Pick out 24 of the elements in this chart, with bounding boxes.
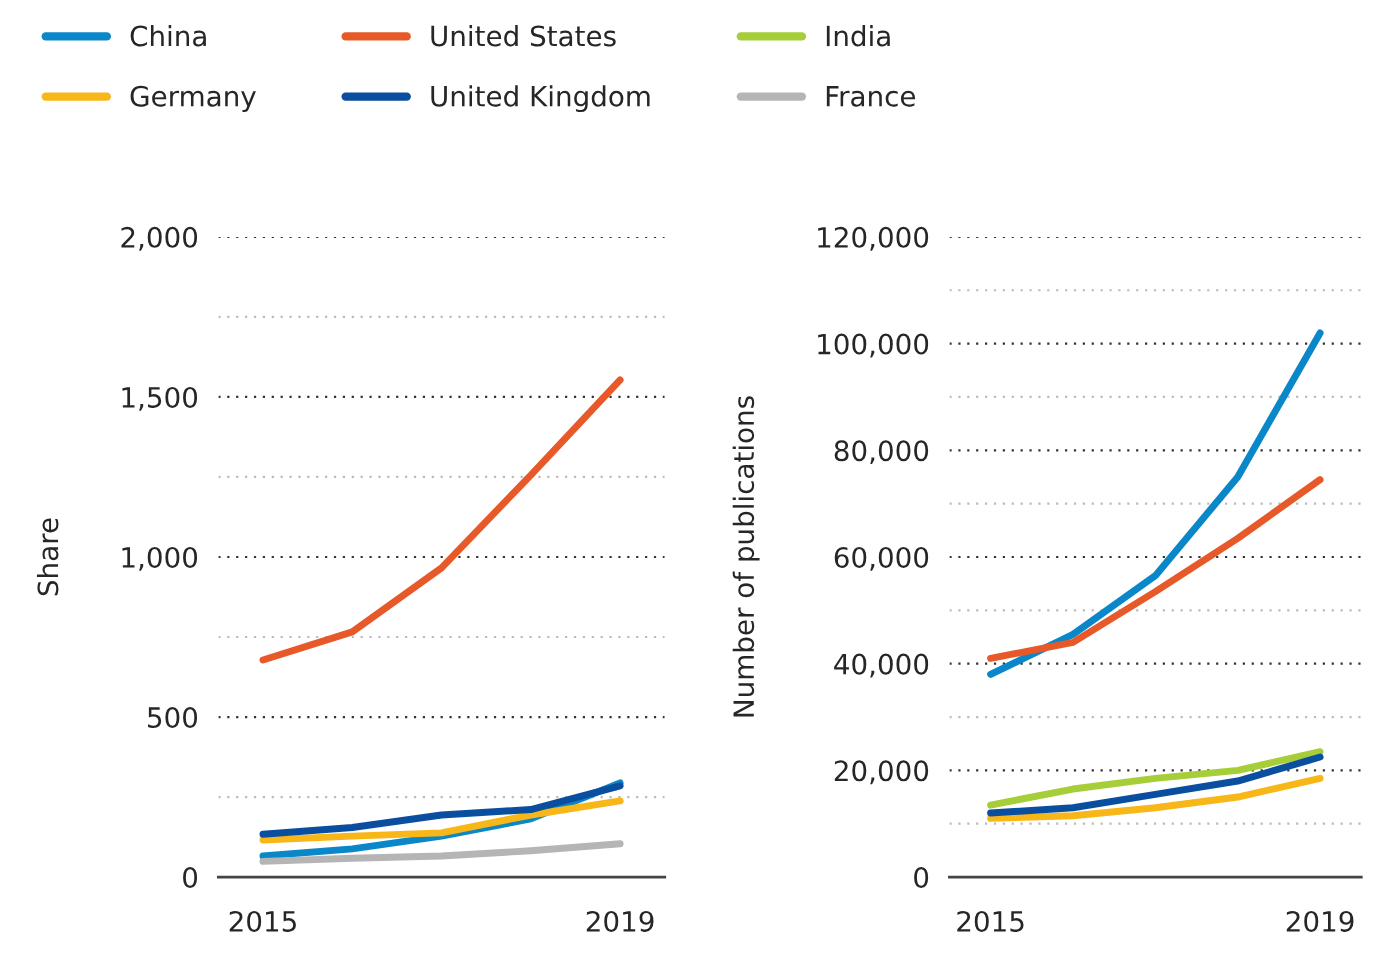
legend-label: France [826,86,916,107]
x-tick-label: 2015 [229,910,296,932]
legend-label: United Kingdom [431,85,650,113]
legend-label: India [826,25,890,47]
x-tick-label: 2019 [586,910,654,932]
y-tick-label: 40,000 [834,653,929,678]
y-tick-label: 0 [183,867,198,889]
y-axis-title: Share [36,518,59,596]
y-tick-label: 1,500 [122,386,198,411]
y-tick-label: 1,000 [122,546,198,571]
y-tick-label: 100,000 [818,333,929,358]
y-tick-label: 60,000 [834,546,929,571]
y-tick-label: 500 [148,706,198,728]
y-tick-label: 2,000 [121,226,198,251]
y-tick-label: 80,000 [834,440,929,465]
legend-label: Germany [130,85,256,113]
x-tick-label: 2015 [957,910,1024,932]
x-tick-label: 2019 [1286,910,1354,932]
y-tick-label: 120,000 [818,226,929,251]
legend-label: United States [431,25,616,47]
y-axis-title: Number of publications [732,396,760,717]
y-tick-label: 0 [914,867,929,889]
legend-label: China [130,25,206,47]
y-tick-label: 20,000 [834,760,929,785]
